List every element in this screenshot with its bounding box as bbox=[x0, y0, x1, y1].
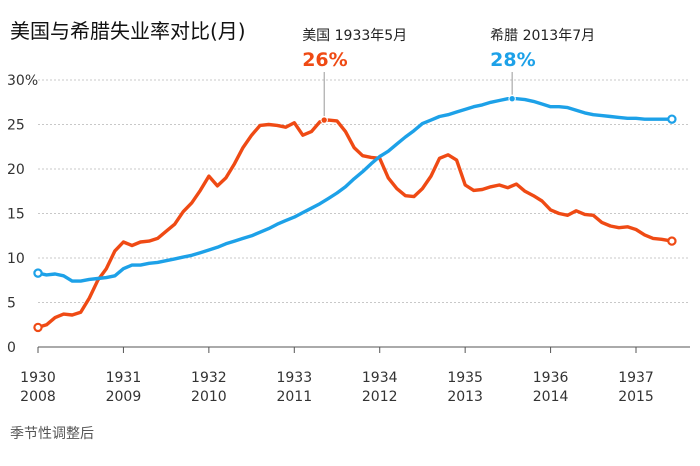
x-tick-label-top-7: 1937 bbox=[618, 370, 654, 386]
x-tick-label-top-2: 1932 bbox=[191, 370, 227, 386]
series-1-start-marker bbox=[33, 268, 43, 278]
y-tick-label-0: 0 bbox=[7, 340, 16, 356]
grid bbox=[38, 79, 690, 348]
y-tick-label-6: 30% bbox=[7, 73, 38, 89]
series-1-annotation-value: 28% bbox=[490, 49, 535, 71]
series-0-annotation-value: 26% bbox=[302, 49, 347, 71]
x-tick-label-bottom-5: 2013 bbox=[447, 389, 483, 405]
x-tick-label-bottom-4: 2012 bbox=[362, 389, 398, 405]
series-0-end-marker bbox=[667, 236, 677, 246]
x-tick-label-bottom-6: 2014 bbox=[533, 389, 569, 405]
annotations: 美国 1933年5月 26% 希腊 2013年7月 28% bbox=[302, 28, 595, 124]
x-tick-label-bottom-7: 2015 bbox=[618, 389, 654, 405]
y-tick-label-2: 10 bbox=[7, 251, 25, 267]
x-axis: 1930 2008 1931 2009 1932 2010 1933 2011 1934 2012… bbox=[20, 347, 654, 405]
series-1-end-marker bbox=[667, 114, 677, 124]
y-tick-label-4: 20 bbox=[7, 162, 25, 178]
series-lines bbox=[33, 96, 677, 333]
series-1-peak-marker bbox=[508, 94, 516, 103]
x-tick-label-top-0: 1930 bbox=[20, 370, 56, 386]
series-0-annotation-label: 美国 1933年5月 bbox=[302, 28, 407, 44]
chart-title: 美国与希腊失业率对比(月) bbox=[10, 19, 246, 43]
x-tick-label-top-6: 1936 bbox=[533, 370, 569, 386]
y-tick-label-3: 15 bbox=[7, 207, 25, 223]
x-tick-label-bottom-0: 2008 bbox=[20, 389, 56, 405]
x-tick-label-bottom-3: 2011 bbox=[276, 389, 312, 405]
footnote: 季节性调整后 bbox=[10, 426, 94, 442]
x-tick-label-top-1: 1931 bbox=[106, 370, 142, 386]
series-1-annotation-label: 希腊 2013年7月 bbox=[490, 28, 595, 44]
series-line-1 bbox=[36, 96, 674, 283]
series-0-peak-marker bbox=[320, 116, 328, 124]
series-0-start-marker bbox=[33, 322, 43, 333]
x-tick-label-bottom-1: 2009 bbox=[106, 389, 142, 405]
x-tick-label-top-5: 1935 bbox=[447, 370, 483, 386]
y-tick-label-1: 5 bbox=[7, 296, 16, 312]
y-tick-label-5: 25 bbox=[7, 118, 25, 134]
x-tick-label-top-4: 1934 bbox=[362, 370, 398, 386]
x-tick-label-top-3: 1933 bbox=[276, 370, 312, 386]
y-axis: 0 5 10 15 20 25 30% bbox=[7, 73, 38, 356]
x-tick-label-bottom-2: 2010 bbox=[191, 389, 227, 405]
series-line-0 bbox=[36, 118, 674, 330]
